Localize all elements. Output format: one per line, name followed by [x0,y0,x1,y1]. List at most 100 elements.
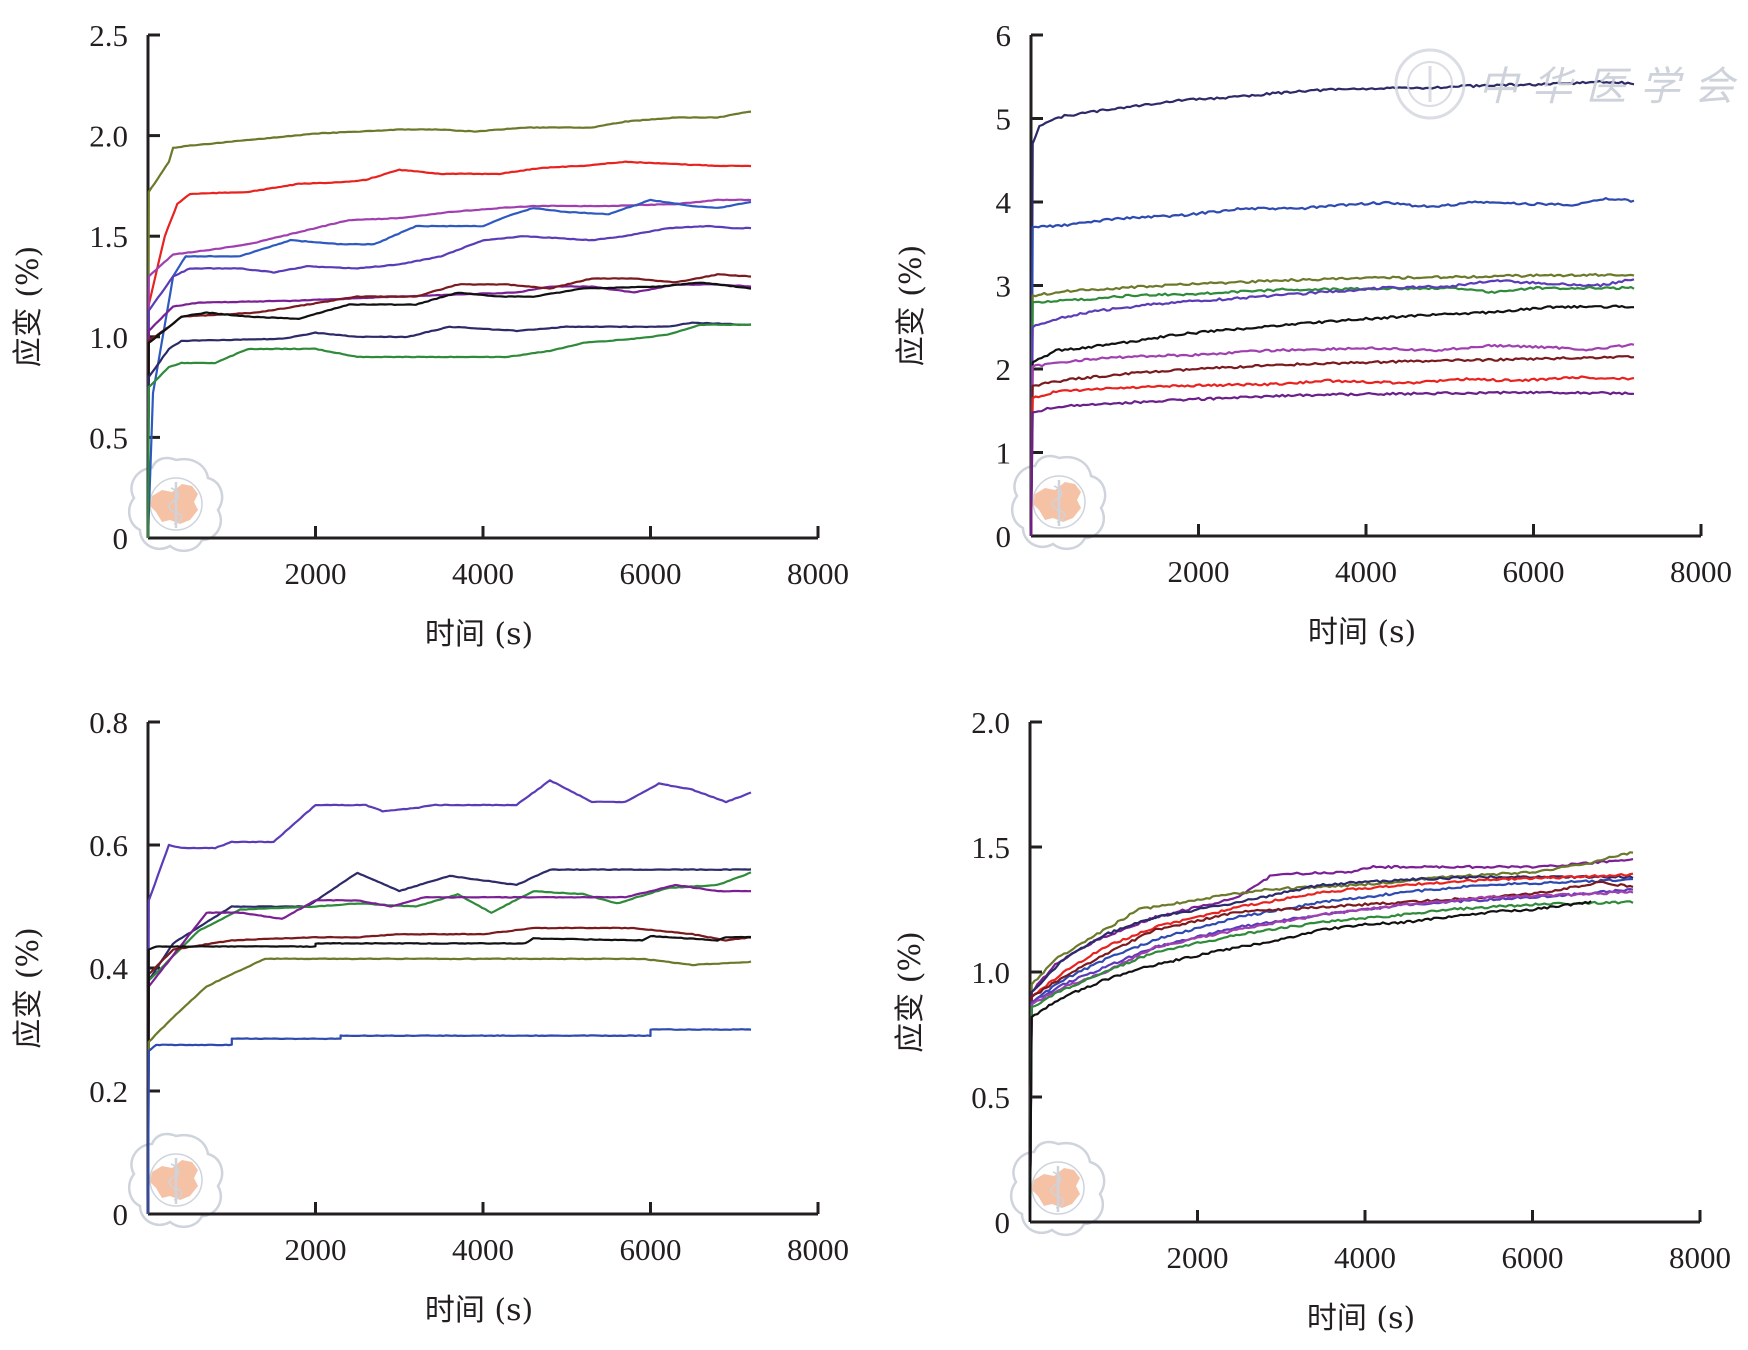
logo-snake [1051,485,1066,523]
series-line-blue [146,1028,752,1215]
series-line-maroon [146,926,752,1215]
series-line-green [1028,900,1634,1223]
series-line-black [1028,900,1592,1223]
logo-ring [127,456,224,553]
brand-logo-icon [1394,48,1466,120]
x-tick-label: 6000 [620,1232,682,1267]
series-line-maroon [1029,355,1635,537]
x-tick-label: 8000 [1669,1240,1731,1275]
panel-top-left: 0 0.5 1.0 1.5 2.0 2.5 2000 4000 6000 8000 时间 (s) 应变… [11,18,849,652]
series-line-olive [1029,272,1635,537]
x-tick-label: 4000 [452,1232,514,1267]
x-tick-label: 8000 [787,556,849,591]
y-tick-label: 2.0 [971,705,1010,740]
logo-inner-ring [1031,1161,1085,1215]
logo-map [1032,1168,1080,1208]
y-axis-title: 应变 (%) [11,927,46,1048]
series-line-indigo [146,224,752,539]
x-tick-label: 2000 [1168,554,1230,589]
y-axis-title: 应变 (%) [893,931,928,1052]
y-tick-label: 1.5 [89,219,128,254]
x-tick-label: 2000 [285,556,347,591]
series-line-purple [146,283,752,539]
x-tick-label: 6000 [620,556,682,591]
y-tick-label: 0.2 [89,1074,128,1109]
y-axis-title: 应变 (%) [894,245,929,366]
x-tick-label: 6000 [1502,1240,1564,1275]
series-line-purple [1028,858,1634,1223]
logo-ring [127,1132,224,1229]
logo-map [150,1160,198,1200]
y-tick-label: 1.5 [971,830,1010,865]
series-line-indigo [1028,888,1634,1223]
y-tick-label: 5 [996,102,1012,137]
series-line-navy [1028,874,1634,1223]
series-line-navy [146,868,752,1215]
series-line-purple [1029,390,1635,537]
x-tick-label: 2000 [1167,1240,1229,1275]
series-line-blue [1029,197,1635,537]
logo-ring [1010,454,1107,551]
x-tick-label: 4000 [452,556,514,591]
y-tick-label: 0 [113,1197,129,1232]
logo-ring [1009,1140,1106,1237]
y-tick-label: 0.8 [89,705,128,740]
x-tick-label: 6000 [1503,554,1565,589]
y-tick-label: 2.5 [89,18,128,53]
y-tick-label: 1.0 [89,320,128,355]
series-line-navy [146,321,752,539]
y-tick-label: 0 [996,519,1012,554]
series-line-red [1029,375,1635,537]
series-line-olive [146,957,752,1215]
association-logo-icon [127,456,224,553]
panel-top-right: 0 1 2 3 4 5 6 2000 4000 6000 8000 时间 (s) 应变 (%) [894,18,1732,650]
logo-snake [1050,1171,1065,1209]
series-line-black [146,934,751,1215]
y-tick-label: 1.0 [971,955,1010,990]
logo-snake [168,1163,183,1201]
series-line-navy [1029,79,1635,537]
series-line-red [1028,872,1634,1223]
series-line-maroon [146,273,752,539]
y-tick-label: 0.5 [89,420,128,455]
y-tick-label: 4 [996,185,1012,220]
series-line-blue [1028,877,1634,1223]
series-line-green [1029,285,1635,537]
y-tick-label: 6 [996,18,1012,53]
y-tick-label: 0 [113,521,129,556]
logo-inner-ring [149,1153,203,1207]
series-line-magenta [146,198,752,539]
x-tick-label: 4000 [1334,1240,1396,1275]
series-line-black [146,281,752,539]
series-line-green [146,323,752,539]
logo-map [1033,482,1081,522]
panel-bottom-right: 0 0.5 1.0 1.5 2.0 2000 4000 6000 8000 时间 (s) 应变 (%… [893,705,1731,1336]
association-logo-icon [1009,1140,1106,1237]
series-line-blue [146,198,752,539]
y-tick-label: 0 [995,1205,1011,1240]
x-tick-label: 2000 [285,1232,347,1267]
series-line-olive [1028,851,1634,1223]
series-line-magenta [1029,343,1635,537]
brand-watermark-text: 中华医学会 [1478,64,1748,110]
association-logo-icon [1010,454,1107,551]
x-tick-label: 8000 [1670,554,1732,589]
series-line-green [146,871,752,1215]
series-line-olive [146,110,752,539]
y-tick-label: 3 [996,269,1012,304]
series-line-magenta [1028,890,1634,1223]
logo-inner-ring [1032,475,1086,529]
x-axis-title: 时间 (s) [425,617,533,652]
logo-snake [168,487,183,525]
x-tick-label: 8000 [787,1232,849,1267]
panel-bottom-left: 0 0.2 0.4 0.6 0.8 2000 4000 6000 8000 时间 (s) 应变 (%… [11,705,849,1328]
x-axis-title: 时间 (s) [1308,615,1416,650]
y-tick-label: 2 [996,352,1012,387]
x-axis-title: 时间 (s) [425,1293,533,1328]
y-tick-label: 2.0 [89,119,128,154]
brand-watermark: 中华医学会 [1394,48,1748,120]
series-line-black [1029,304,1634,537]
y-tick-label: 0.6 [89,828,128,863]
y-tick-label: 0.4 [89,951,128,986]
